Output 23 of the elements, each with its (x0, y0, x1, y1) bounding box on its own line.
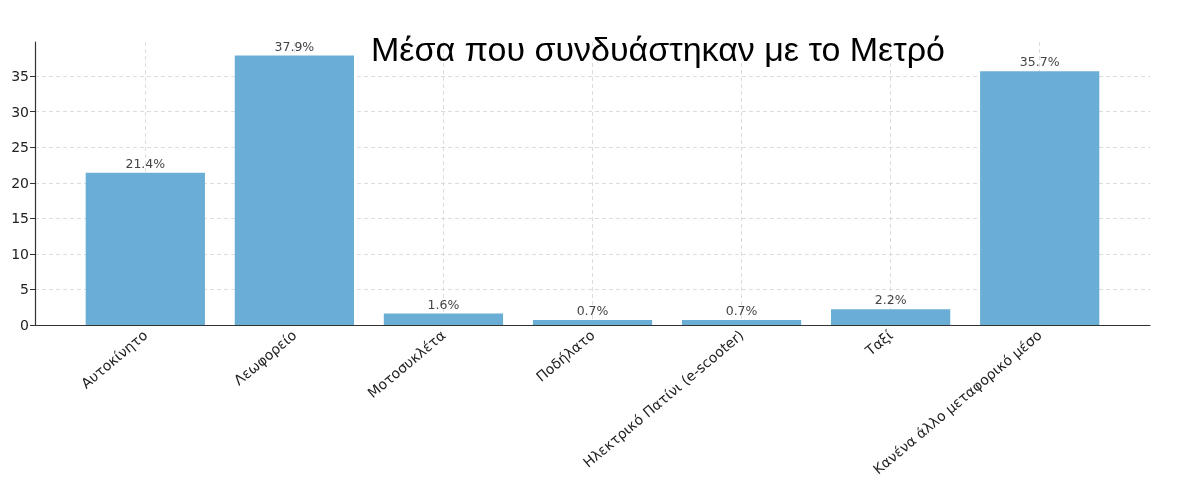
y-tick-label: 10 (11, 245, 29, 262)
data-label: 0.7% (576, 303, 609, 319)
y-tick-label: 35 (11, 68, 29, 85)
y-tick-label: 25 (11, 139, 29, 156)
y-tick-label: 15 (11, 210, 29, 227)
bar (980, 71, 1100, 325)
bar (681, 320, 802, 325)
bar (383, 313, 504, 325)
data-label: 35.7% (1019, 54, 1060, 70)
bar (831, 309, 951, 325)
data-label: 2.2% (874, 292, 907, 308)
data-label: 21.4% (125, 155, 166, 171)
y-tick-label: 20 (11, 174, 29, 191)
y-tick-label: 30 (11, 103, 29, 120)
y-tick-label: 5 (20, 281, 29, 298)
bar (234, 55, 354, 325)
chart-title: Μέσα που συνδυάστηκαν με το Μετρό (371, 30, 945, 68)
data-label: 37.9% (274, 38, 315, 54)
bar (85, 172, 205, 325)
y-tick-label: 0 (20, 317, 29, 333)
data-label: 1.6% (427, 296, 460, 312)
bar (532, 320, 653, 325)
data-label: 0.7% (725, 303, 758, 319)
